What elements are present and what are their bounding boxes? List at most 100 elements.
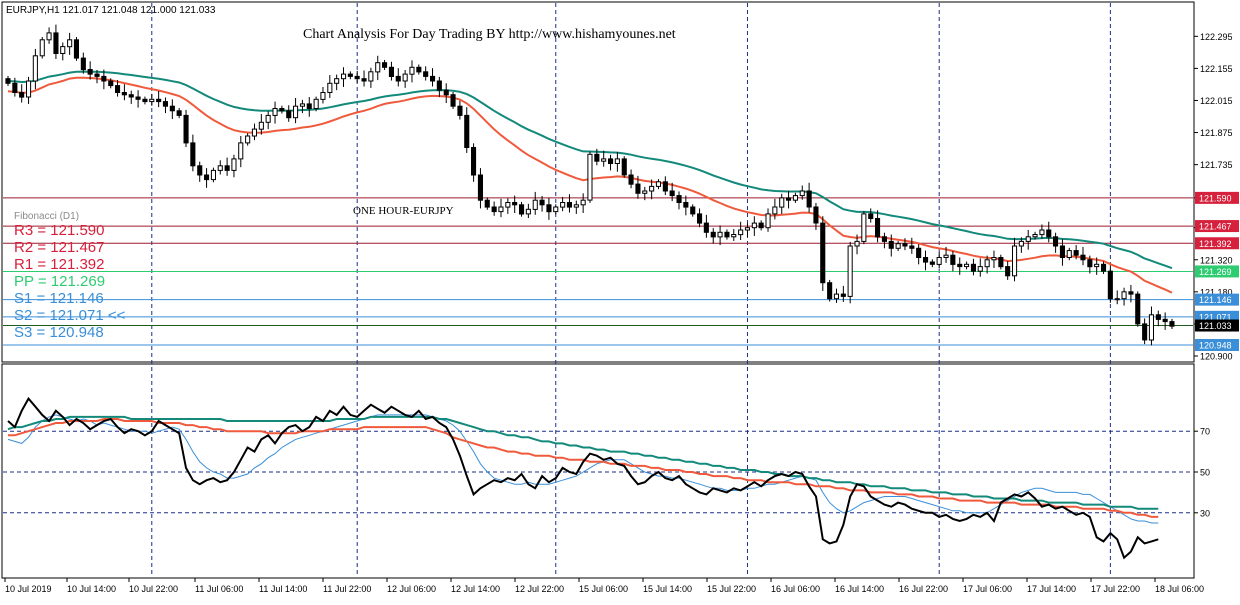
fib-legend-label-2: R1 = 121.392 [14,256,105,273]
price-tags: 121.590 121.467 121.392 121.269 121.146 121.0… [1195,191,1239,351]
candle-body-109 [751,222,757,229]
candle-body-169 [1162,318,1168,323]
candle-body-103 [710,231,716,238]
candle-body-98 [676,195,682,204]
candle-body-110 [758,222,764,229]
candle-body-7 [53,32,59,55]
candle-body-123 [847,245,853,297]
candle-body-53 [368,71,374,82]
candle-body-148 [1018,240,1024,247]
candle-body-1 [12,82,18,94]
price-tag-bg-1 [1195,220,1239,233]
price-tag-bg-6 [1195,319,1239,332]
candle-body-64 [443,89,449,96]
candle-body-153 [1053,236,1059,247]
candle-body-67 [464,114,470,148]
candle-body-51 [354,75,360,80]
candle-body-68 [471,147,477,176]
candle-body-18 [128,94,134,98]
time-tick-label-0: 10 Jul 2019 [5,584,52,594]
candle-body-32 [224,165,230,171]
candle-body-49 [341,73,347,80]
time-tick-label-18: 18 Jul 06:00 [1155,584,1204,594]
time-tick-label-12: 16 Jul 06:00 [771,584,820,594]
candle-body-25 [176,110,182,116]
candle-body-3 [26,80,32,98]
candle-body-154 [1059,245,1066,258]
price-tick-label-4: 121.735 [1200,160,1233,170]
candle-body-15 [108,80,114,87]
candle-body-86 [594,153,600,162]
time-tick-label-5: 11 Jul 22:00 [323,584,371,594]
symbol-info: EURJPY,H1 121.017 121.048 121.000 121.03… [6,5,216,16]
candle-body-31 [217,165,223,171]
time-tick-label-8: 12 Jul 22:00 [515,584,564,594]
candle-body-72 [498,206,504,213]
candle-body-60 [416,66,422,73]
price-panel-frame [1,1,1195,363]
candle-body-54 [375,62,381,73]
candle-body-144 [991,257,997,261]
candle-body-114 [786,197,792,201]
price-tag-bg-3 [1195,265,1239,278]
candle-body-37 [258,121,264,130]
candle-body-57 [395,75,401,82]
candle-body-58 [402,73,408,82]
osc-tick-label-0: 70 [1200,427,1210,437]
candle-body-30 [210,169,216,181]
candle-body-84 [580,199,586,206]
candle-body-128 [881,236,888,242]
candle-body-156 [1073,250,1079,256]
candle-body-75 [519,204,525,215]
candle-body-129 [888,240,894,249]
candle-body-55 [382,62,388,68]
candle-body-111 [765,213,771,229]
rsi-line [7,396,1159,560]
candle-body-11 [80,57,86,71]
time-tick-label-14: 16 Jul 22:00 [899,584,948,594]
candle-body-121 [833,293,840,300]
candle-body-5 [39,39,45,57]
time-tick-label-13: 16 Jul 14:00 [835,584,884,594]
candle-body-56 [388,66,394,78]
candle-body-42 [293,105,299,119]
price-tag-text-0: 121.590 [1199,193,1232,203]
osc-tick-label-2: 30 [1200,508,1210,518]
candle-body-88 [608,158,614,164]
candle-body-152 [1046,229,1052,238]
candle-body-137 [943,254,949,258]
candle-body-2 [19,92,25,98]
candle-body-97 [669,190,675,197]
candle-body-139 [957,263,963,268]
candle-body-138 [950,254,956,265]
candle-body-4 [32,55,38,82]
price-tag-bg-0 [1195,191,1239,204]
candle-body-155 [1066,250,1072,259]
candle-body-29 [204,174,210,181]
candle-body-106 [731,234,737,238]
price-tick-label-2: 122.015 [1200,96,1233,106]
candle-body-168 [1155,314,1161,320]
candle-body-36 [251,128,257,137]
candle-body-133 [916,247,922,259]
candle-body-102 [703,222,709,233]
time-tick-label-10: 15 Jul 14:00 [643,584,692,594]
candle-body-127 [875,218,881,238]
candle-body-76 [525,208,531,215]
candle-body-135 [929,261,935,265]
candle-body-170 [1169,321,1175,327]
fib-legend-label-4: S1 = 121.146 [14,290,104,307]
time-tick-label-7: 12 Jul 14:00 [451,584,500,594]
candle-body-27 [190,142,196,167]
rsi-signal-line [7,414,1159,524]
candle-body-96 [662,181,668,192]
candle-body-157 [1080,254,1086,261]
fibonacci-level-lines [3,197,1193,346]
candle-body-147 [1012,245,1018,277]
price-tag-text-3: 121.269 [1199,267,1232,277]
candle-body-166 [1142,323,1148,341]
candle-body-146 [1005,266,1011,277]
candle-body-93 [642,190,648,194]
